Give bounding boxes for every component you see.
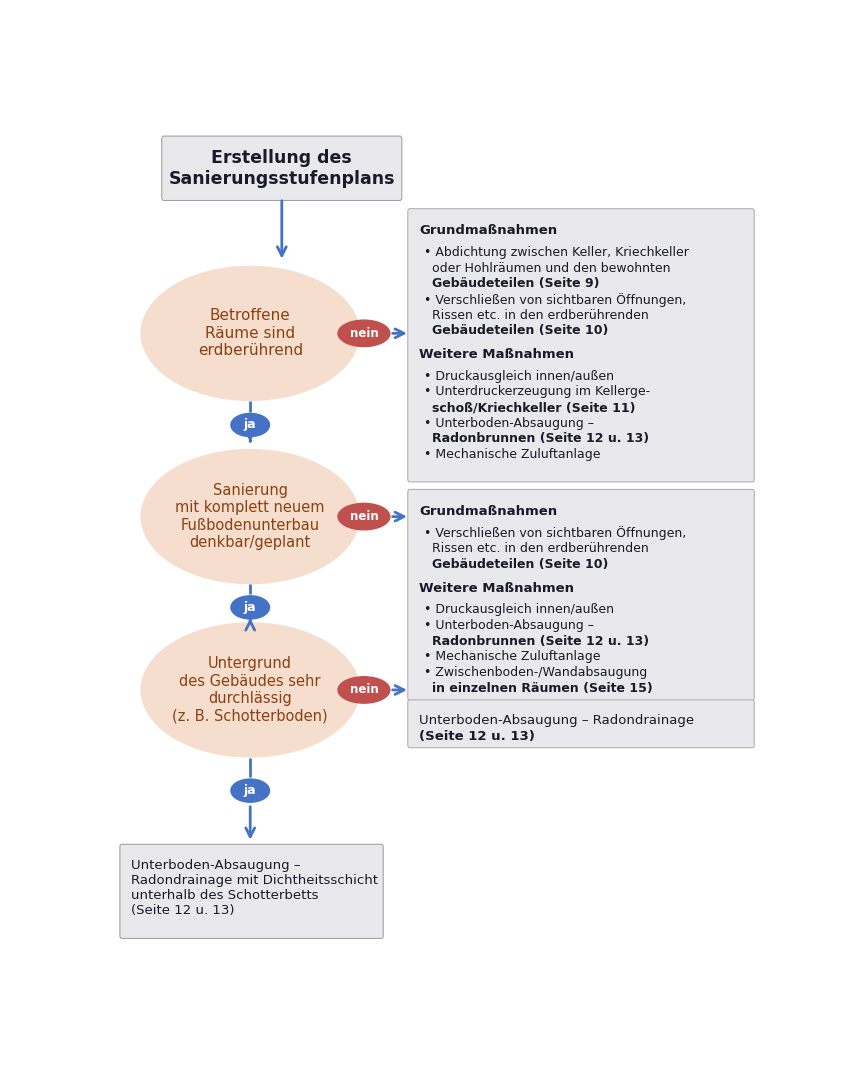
FancyBboxPatch shape <box>408 700 754 748</box>
Text: ja: ja <box>244 784 257 798</box>
Ellipse shape <box>231 779 269 802</box>
Ellipse shape <box>338 321 390 346</box>
Text: Radonbrunnen (Seite 12 u. 13): Radonbrunnen (Seite 12 u. 13) <box>432 432 650 445</box>
Text: • Unterdruckerzeugung im Kellerge-: • Unterdruckerzeugung im Kellerge- <box>425 385 650 399</box>
Ellipse shape <box>231 414 269 436</box>
Text: Untergrund
des Gebäudes sehr
durchlässig
(z. B. Schotterboden): Untergrund des Gebäudes sehr durchlässig… <box>172 656 328 724</box>
Text: Radonbrunnen (Seite 12 u. 13): Radonbrunnen (Seite 12 u. 13) <box>432 635 650 647</box>
Text: • Zwischenboden-/Wandabsaugung: • Zwischenboden-/Wandabsaugung <box>425 666 648 679</box>
Text: (Seite 12 u. 13): (Seite 12 u. 13) <box>419 730 535 743</box>
FancyBboxPatch shape <box>162 136 402 200</box>
Text: Erstellung des
Sanierungsstufenplans: Erstellung des Sanierungsstufenplans <box>168 149 395 188</box>
Ellipse shape <box>338 676 390 703</box>
Text: nein: nein <box>349 327 378 340</box>
FancyBboxPatch shape <box>408 489 754 701</box>
FancyBboxPatch shape <box>408 209 754 482</box>
Text: oder Hohlräumen und den bewohnten: oder Hohlräumen und den bewohnten <box>432 262 671 274</box>
Text: nein: nein <box>349 684 378 697</box>
Text: • Unterboden-Absaugung –: • Unterboden-Absaugung – <box>425 619 595 632</box>
Text: nein: nein <box>349 510 378 523</box>
Text: • Druckausgleich innen/außen: • Druckausgleich innen/außen <box>425 370 614 383</box>
Text: Weitere Maßnahmen: Weitere Maßnahmen <box>419 348 574 361</box>
Text: • Mechanische Zuluftanlage: • Mechanische Zuluftanlage <box>425 448 601 461</box>
Text: • Abdichtung zwischen Keller, Kriechkeller: • Abdichtung zwischen Keller, Kriechkell… <box>425 245 689 258</box>
Text: • Verschließen von sichtbaren Öffnungen,: • Verschließen von sichtbaren Öffnungen, <box>425 293 686 307</box>
Text: Unterboden-Absaugung –
Radondrainage mit Dichtheitsschicht
unterhalb des Schotte: Unterboden-Absaugung – Radondrainage mit… <box>131 859 378 918</box>
FancyBboxPatch shape <box>120 845 384 938</box>
Text: Sanierung
mit komplett neuem
Fußbodenunterbau
denkbar/geplant: Sanierung mit komplett neuem Fußbodenunt… <box>176 483 325 550</box>
Ellipse shape <box>141 266 360 401</box>
Text: Gebäudeteilen (Seite 10): Gebäudeteilen (Seite 10) <box>432 557 609 571</box>
Ellipse shape <box>338 504 390 530</box>
Text: • Druckausgleich innen/außen: • Druckausgleich innen/außen <box>425 604 614 616</box>
Text: Weitere Maßnahmen: Weitere Maßnahmen <box>419 582 574 595</box>
Text: • Verschließen von sichtbaren Öffnungen,: • Verschließen von sichtbaren Öffnungen, <box>425 526 686 540</box>
Text: Gebäudeteilen (Seite 9): Gebäudeteilen (Seite 9) <box>432 278 600 291</box>
Text: Rissen etc. in den erdberührenden: Rissen etc. in den erdberührenden <box>432 542 650 555</box>
Text: schoß/Kriechkeller (Seite 11): schoß/Kriechkeller (Seite 11) <box>432 401 636 414</box>
Text: Grundmaßnahmen: Grundmaßnahmen <box>419 505 557 518</box>
Text: • Unterboden-Absaugung –: • Unterboden-Absaugung – <box>425 417 595 430</box>
Text: in einzelnen Räumen (Seite 15): in einzelnen Räumen (Seite 15) <box>432 682 653 695</box>
Text: ja: ja <box>244 601 257 614</box>
Text: ja: ja <box>244 418 257 431</box>
Text: Grundmaßnahmen: Grundmaßnahmen <box>419 224 557 237</box>
Ellipse shape <box>141 622 360 758</box>
Text: Rissen etc. in den erdberührenden: Rissen etc. in den erdberührenden <box>432 309 650 322</box>
Ellipse shape <box>141 449 360 584</box>
Text: Unterboden-Absaugung – Radondrainage: Unterboden-Absaugung – Radondrainage <box>419 714 694 727</box>
Text: Gebäudeteilen (Seite 10): Gebäudeteilen (Seite 10) <box>432 324 609 338</box>
Text: Betroffene
Räume sind
erdberührend: Betroffene Räume sind erdberührend <box>197 309 303 358</box>
Text: • Mechanische Zuluftanlage: • Mechanische Zuluftanlage <box>425 651 601 664</box>
Ellipse shape <box>231 596 269 619</box>
